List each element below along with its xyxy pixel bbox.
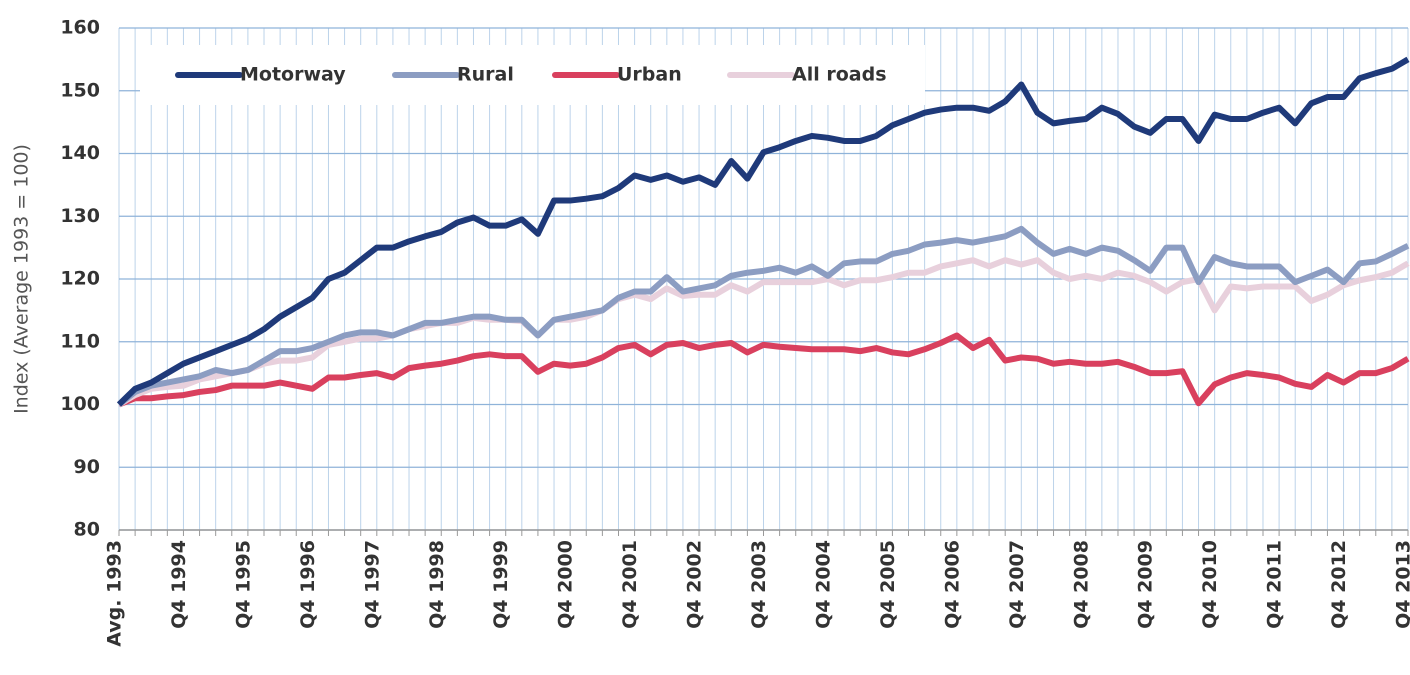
series-line	[117, 225, 1410, 407]
x-tick-label: Q4 1995	[232, 540, 254, 629]
x-tick-label: Q4 2007	[1006, 540, 1028, 629]
x-tick-label: Q4 1999	[490, 540, 512, 629]
y-tick-label: 100	[60, 393, 100, 415]
x-tick-label: Q4 1997	[361, 540, 383, 629]
x-tick-label: Avg. 1993	[104, 540, 126, 647]
legend-label: All roads	[792, 64, 887, 86]
legend-label: Urban	[617, 64, 682, 86]
legend: Motorway Rural Urban All roads	[140, 45, 925, 105]
y-tick-label: 120	[60, 268, 100, 290]
x-tick-label: Q4 2009	[1135, 540, 1157, 629]
x-tick-label: Q4 2013	[1393, 540, 1410, 629]
x-tick-label: Q4 2003	[748, 540, 770, 629]
x-tick-label: Q4 1994	[168, 540, 190, 629]
y-tick-label: 80	[74, 519, 100, 541]
x-tick-label: Q4 2012	[1328, 540, 1350, 629]
x-tick-label: Q4 2004	[812, 540, 834, 629]
y-tick-label: 90	[74, 456, 100, 478]
x-tick-label: Q4 2000	[555, 540, 577, 629]
legend-label: Rural	[457, 64, 514, 86]
series-line	[117, 257, 1410, 408]
legend-label: Motorway	[240, 64, 346, 86]
x-tick-label: Q4 2001	[619, 540, 641, 629]
x-tick-label: Q4 2008	[1070, 540, 1092, 629]
x-tick-label: Q4 1998	[426, 540, 448, 629]
series-line	[117, 332, 1410, 408]
x-tick-label: Q4 2011	[1264, 540, 1286, 629]
y-tick-label: 130	[60, 205, 100, 227]
y-tick-label: 150	[60, 79, 100, 101]
y-tick-label: 140	[60, 142, 100, 164]
x-tick-label: Q4 2005	[877, 540, 899, 629]
y-tick-label: 110	[60, 330, 100, 352]
x-tick-label: Q4 2006	[941, 540, 963, 629]
x-tick-label: Q4 2002	[684, 540, 706, 629]
series-line	[116, 56, 1410, 407]
x-tick-label: Q4 1996	[297, 540, 319, 629]
x-tick-label: Q4 2010	[1199, 540, 1221, 629]
y-tick-label: 160	[60, 17, 100, 39]
y-axis-title: Index (Average 1993 = 100)	[11, 144, 33, 414]
